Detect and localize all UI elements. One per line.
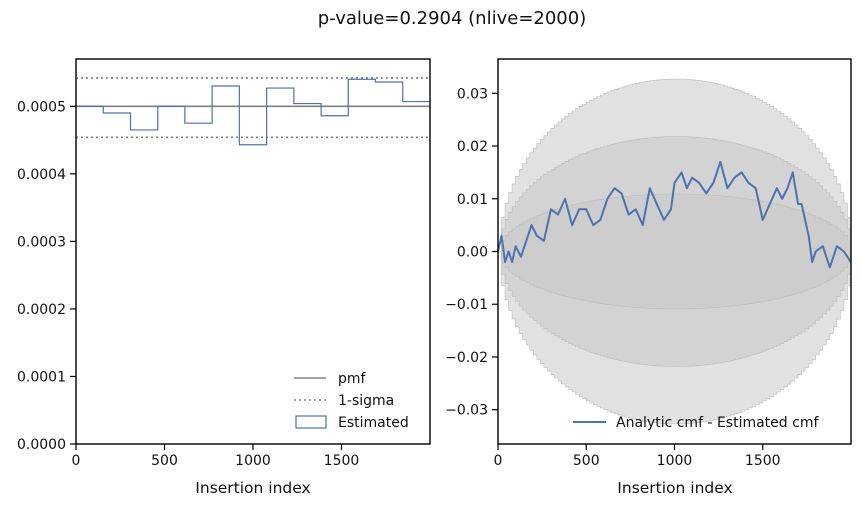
left-xtick-label-2: 1000 (235, 453, 271, 469)
legend-estimated-swatch (295, 415, 327, 429)
left-ytick-label-4: 0.0004 (17, 167, 66, 183)
right-xlabel: Insertion index (617, 479, 732, 497)
right-ytick-label-5: 0.02 (457, 139, 488, 155)
cmf-difference-line (497, 160, 852, 269)
right-ytick-label-2: −0.01 (445, 297, 488, 313)
left-ytick-label-3: 0.0003 (17, 234, 66, 250)
left-ytick-label-2: 0.0002 (17, 302, 66, 318)
cmf-panel: 0 500 1000 1500 −0.03 −0.02 −0.01 0.00 0.01 0.02 0… (445, 58, 852, 469)
left-xtick-label-0: 0 (72, 453, 81, 469)
pmf-panel: 0 500 1000 1500 0.0000 0.0001 0.0002 0.0003 0.00… (17, 58, 431, 469)
right-ytick-label-4: 0.01 (457, 192, 488, 208)
right-xtick-label-1: 500 (573, 453, 600, 469)
estimated-step (76, 78, 430, 146)
right-xtick-label-2: 1000 (657, 453, 693, 469)
right-ytick-label-6: 0.03 (457, 86, 488, 102)
left-xlabel: Insertion index (195, 479, 310, 497)
suptitle: p-value=0.2904 (nlive=2000) (318, 8, 586, 29)
left-legend: pmf 1-sigma Estimated (294, 371, 409, 431)
legend-pmf-label: pmf (338, 371, 367, 387)
right-ytick-label-1: −0.02 (445, 350, 488, 366)
legend-cmf-label: Analytic cmf - Estimated cmf (616, 415, 819, 431)
right-ytick-label-0: −0.03 (445, 403, 488, 419)
right-ytick-label-3: 0.00 (457, 245, 488, 261)
left-axes-frame (75, 58, 431, 445)
left-xtick-label-3: 1500 (324, 453, 360, 469)
left-xtick-label-1: 500 (151, 453, 178, 469)
right-xtick-label-0: 0 (494, 453, 503, 469)
legend-sigma-label: 1-sigma (338, 393, 394, 409)
right-legend: Analytic cmf - Estimated cmf (573, 415, 819, 431)
right-xtick-label-3: 1500 (745, 453, 781, 469)
left-ytick-label-5: 0.0005 (17, 99, 66, 115)
left-ytick-label-1: 0.0001 (17, 369, 66, 385)
legend-estimated-label: Estimated (338, 415, 409, 431)
left-ytick-label-0: 0.0000 (17, 437, 66, 453)
